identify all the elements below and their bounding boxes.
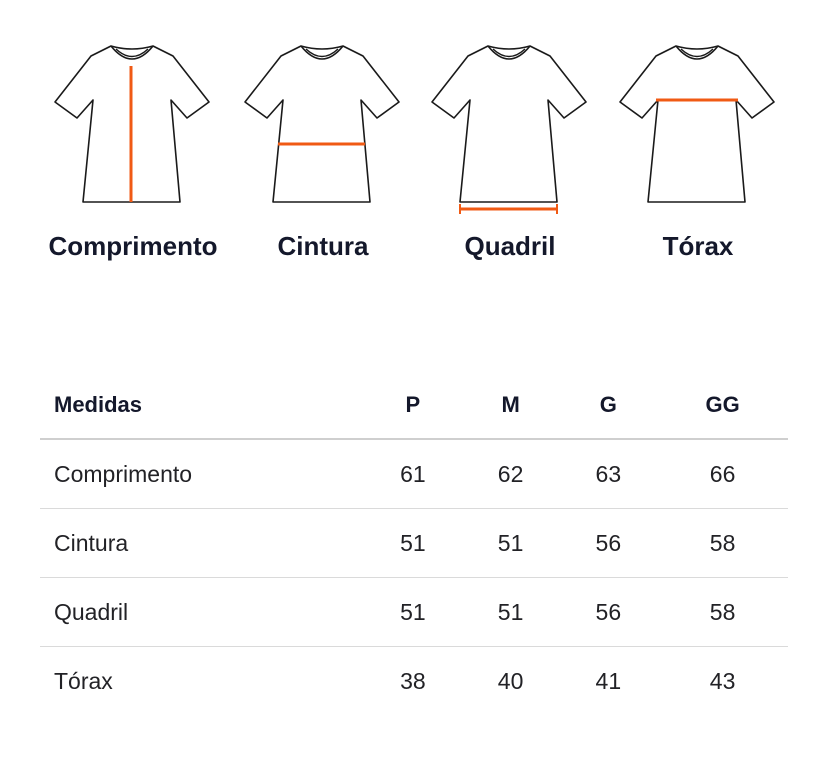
table-row: Cintura 51 51 56 58 <box>40 508 788 578</box>
tshirt-hip-icon <box>431 45 587 214</box>
row-label: Comprimento <box>40 439 364 509</box>
header-size-p: P <box>364 372 462 440</box>
diagram-label-torax: Tórax <box>662 231 734 261</box>
table-cell: 51 <box>461 577 560 647</box>
diagram-label-cintura: Cintura <box>277 231 369 261</box>
table-cell: 38 <box>400 667 426 694</box>
table-cell: 51 <box>461 508 560 578</box>
table-cell: 51 <box>364 577 462 647</box>
tshirt-chest-icon <box>619 45 775 203</box>
header-medidas: Medidas <box>40 372 364 440</box>
table-cell: 62 <box>461 439 560 509</box>
table-header-row: Medidas P M G GG <box>40 372 788 440</box>
size-table: Medidas P M G GG Comprimento 61 62 63 66… <box>40 372 788 715</box>
row-label: Cintura <box>40 508 364 578</box>
table-cell: 61 <box>364 439 462 509</box>
table-cell: 43 <box>709 667 736 694</box>
tshirt-length-icon <box>54 45 210 203</box>
table-cell: 56 <box>559 508 658 578</box>
row-label: Quadril <box>40 577 364 647</box>
table-cell: 63 <box>559 439 658 509</box>
table-cell: 41 <box>595 667 622 694</box>
diagram-comprimento: Comprimento <box>38 40 228 266</box>
diagram-label-quadril: Quadril <box>464 231 556 261</box>
diagram-cintura: Cintura <box>228 40 418 266</box>
table-cell: 66 <box>657 439 788 509</box>
table-cell: 40 <box>497 667 524 694</box>
table-row: Comprimento 61 62 63 66 <box>40 439 788 509</box>
diagram-torax: Tórax <box>603 40 793 266</box>
diagram-quadril: Quadril <box>415 40 605 266</box>
row-label: Tórax <box>54 667 113 694</box>
measurement-diagrams: Comprimento Cintura Quadril Tórax <box>0 0 828 320</box>
table-cell: 58 <box>657 577 788 647</box>
header-size-m: M <box>461 372 560 440</box>
tshirt-waist-icon <box>244 45 400 203</box>
table-row: Quadril 51 51 56 58 <box>40 577 788 647</box>
diagram-label-comprimento: Comprimento <box>48 231 218 261</box>
table-cell: 51 <box>364 508 462 578</box>
header-size-gg: GG <box>657 372 788 440</box>
table-row: Tórax 38 40 41 43 <box>40 647 788 716</box>
table-cell: 58 <box>657 508 788 578</box>
header-size-g: G <box>559 372 658 440</box>
table-cell: 56 <box>559 577 658 647</box>
